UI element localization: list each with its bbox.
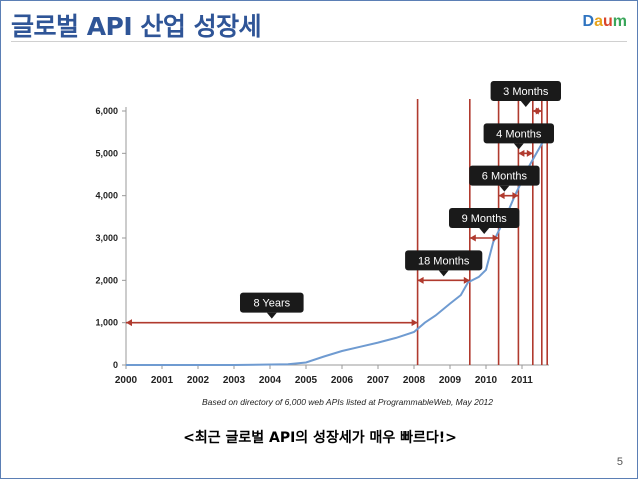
y-tick-label: 1,000 — [95, 318, 118, 328]
x-tick-label: 2010 — [475, 375, 498, 386]
callout-label: 3 Months — [503, 86, 549, 98]
x-tick-label: 2003 — [223, 375, 246, 386]
arrow-head-right — [463, 276, 470, 284]
arrow-head-left — [126, 319, 132, 327]
page-number: 5 — [616, 456, 623, 468]
logo-letter-u: u — [602, 13, 613, 30]
callout-label: 4 Months — [496, 128, 542, 140]
callout-label: 9 Months — [462, 213, 508, 225]
callout-label: 8 Years — [253, 298, 290, 310]
y-tick-label: 5,000 — [95, 148, 118, 158]
x-tick-label: 2001 — [151, 375, 174, 386]
callout-box — [483, 123, 554, 144]
arrow-head-right — [526, 149, 533, 157]
x-tick-label: 2004 — [259, 375, 282, 386]
y-tick-label: 2,000 — [95, 275, 118, 285]
arrow-head-right — [411, 319, 418, 327]
x-tick-label: 2009 — [439, 375, 462, 386]
slide-caption: <최근 글로벌 API의 성장세가 매우 빠르다!> — [183, 430, 457, 446]
y-tick-label: 6,000 — [95, 106, 118, 116]
arrow-head-right — [512, 192, 519, 200]
x-tick-label: 2000 — [115, 375, 138, 386]
callout-pointer — [499, 185, 510, 192]
callout-box — [240, 292, 304, 313]
callout-pointer — [520, 101, 531, 107]
daum-logo: Daum — [583, 13, 627, 31]
callout-box — [405, 250, 483, 271]
arrow-head-left — [417, 276, 424, 284]
logo-letter-d: D — [582, 13, 595, 30]
x-tick-label: 2006 — [331, 375, 354, 386]
x-tick-label: 2011 — [511, 375, 533, 386]
api-growth-chart: 0 1,000 2,000 3,000 4,000 5,000 6,000 2000 2001 2… — [95, 81, 561, 407]
callout-pointer — [438, 270, 449, 277]
callout-label: 6 Months — [482, 171, 528, 183]
logo-letter-m: m — [612, 13, 627, 30]
slide-title: 글로벌 API 산업 성장세 — [11, 12, 262, 41]
title-divider — [11, 41, 627, 42]
callout-box — [469, 165, 540, 186]
callout-pointer — [479, 228, 490, 234]
arrow-head-right — [492, 234, 499, 242]
y-tick-label: 0 — [113, 360, 118, 370]
x-tick-label: 2007 — [367, 375, 390, 386]
callout-label: 18 Months — [418, 255, 470, 267]
x-tick-label: 2005 — [295, 375, 318, 386]
y-tick-label: 3,000 — [95, 233, 118, 243]
source-note: Based on directory of 6,000 web APIs lis… — [202, 397, 493, 407]
arrow-head-right — [535, 107, 542, 115]
arrow-head-left — [518, 149, 525, 157]
logo-letter-a: a — [594, 13, 603, 30]
arrow-head-left — [498, 192, 505, 200]
arrow-head-left — [469, 234, 476, 242]
x-tick-label: 2008 — [403, 375, 426, 386]
y-tick-label: 4,000 — [95, 191, 118, 201]
x-tick-label: 2002 — [187, 375, 210, 386]
callout-pointer — [266, 312, 277, 319]
callout-box — [490, 81, 561, 101]
callout-pointer — [513, 143, 524, 150]
callout-box — [449, 208, 520, 228]
